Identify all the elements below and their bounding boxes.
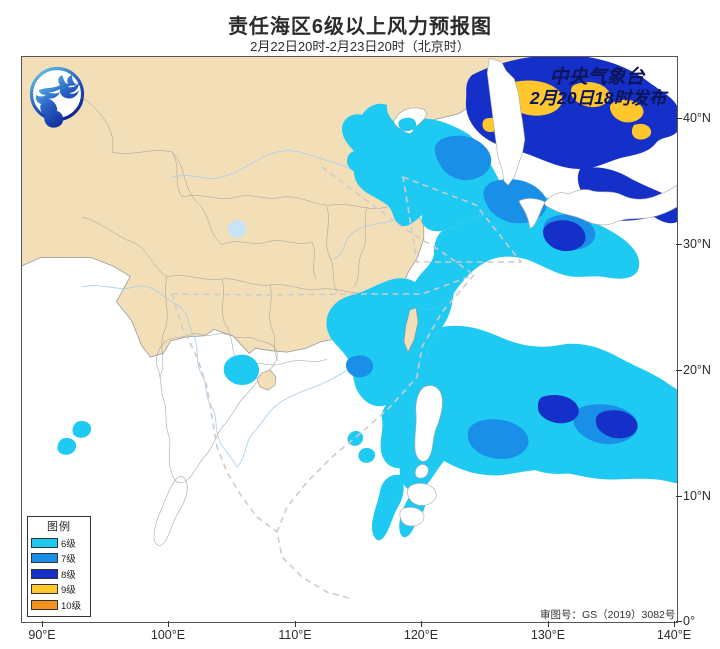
- svg-text:中央气象台: 中央气象台: [549, 66, 646, 88]
- svg-text:2月20日18时发布: 2月20日18时发布: [529, 88, 669, 108]
